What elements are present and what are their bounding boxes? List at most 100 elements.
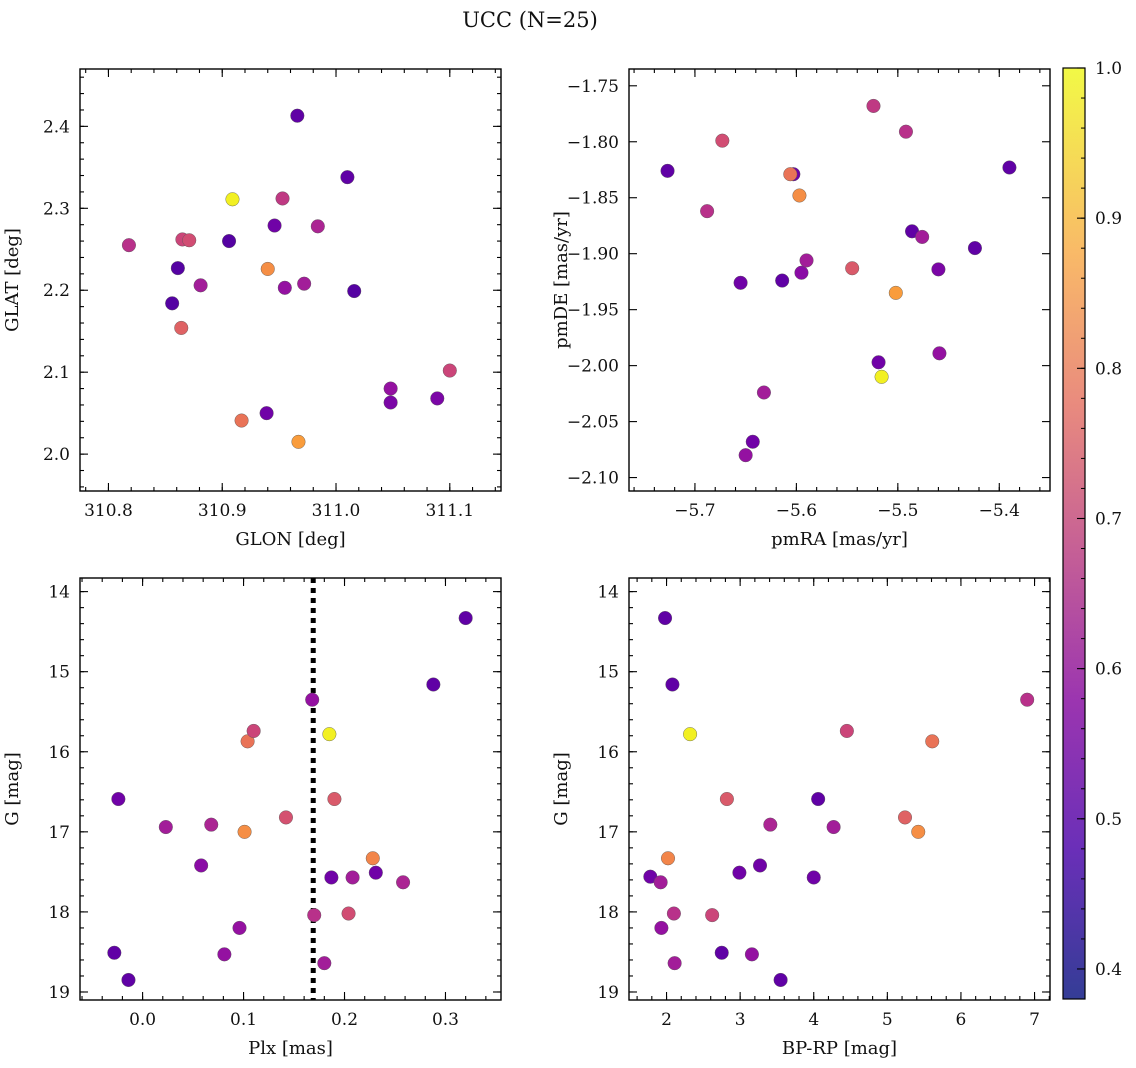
scatter-point [365,851,380,866]
panel-p2: −5.7 −5.6 −5.5 −5.4 −1.75 −1.80 −1.85 −1.90 −1.9… [551,68,1051,550]
y-tick-label: −1.95 [567,301,619,321]
colorbar-tick-label: 0.8 [1095,359,1122,379]
scatter-point [756,385,771,400]
plot-frame [79,68,502,492]
scatter-point [660,163,675,178]
y-tick-label: 15 [48,663,70,683]
scatter-point [898,810,913,825]
panel-p4: 2 3 4 5 6 7 14 15 16 17 18 19 BP-RP [mag] G [mag] [551,577,1051,1059]
x-tick-label: 2 [661,1010,672,1030]
x-tick-label: 5 [882,1010,893,1030]
y-tick-label: 17 [597,823,619,843]
x-tick-label: 310.8 [84,501,133,521]
scatter-point [654,920,669,935]
scatter-point [234,413,249,428]
scatter-point [217,947,232,962]
scatter-point [170,261,185,276]
scatter-point [888,285,903,300]
scatter-point [700,204,715,219]
scatter-point [194,858,209,873]
y-axis-label: G [mag] [551,752,572,825]
scatter-point [458,611,473,626]
scatter-point [426,677,441,692]
x-axis-label: GLON [deg] [235,529,345,550]
scatter-point [667,956,682,971]
scatter-point [799,253,814,268]
x-tick-label: 311.1 [425,501,474,521]
y-tick-label: −2.00 [567,357,619,377]
scatter-point [111,792,126,807]
colorbar-tick-label: 0.9 [1095,209,1122,229]
y-tick-label: −1.90 [567,245,619,265]
scatter-point [705,908,720,923]
scatter-point [826,820,841,835]
x-axis-label: pmRA [mas/yr] [771,529,908,550]
x-axis-label: Plx [mas] [248,1038,333,1059]
scatter-point [383,395,398,410]
scatter-point [193,278,208,293]
scatter-point [719,792,734,807]
scatter-point [240,734,255,749]
y-axis-label: G [mag] [2,752,23,825]
scatter-point [874,369,889,384]
scatter-point [915,229,930,244]
scatter-point [259,406,274,421]
x-tick-label: 0.2 [331,1010,358,1030]
scatter-point [278,810,293,825]
scatter-point [347,284,362,299]
y-tick-label: −2.05 [567,413,619,433]
x-tick-label: 4 [808,1010,819,1030]
y-tick-label: −2.10 [567,469,619,489]
scatter-point [1002,160,1017,175]
scatter-point [715,133,730,148]
colorbar-tick-label: 1.0 [1095,59,1122,79]
scatter-point [368,865,383,880]
scatter-point [275,191,290,206]
scatter-point [866,98,881,113]
scatter-point [291,434,306,449]
scatter-point [661,851,676,866]
scatter-point [107,945,122,960]
scatter-point [297,276,312,291]
scatter-point [396,875,411,890]
scatter-point [773,972,788,987]
x-tick-label: −5.4 [979,501,1020,521]
y-tick-label: 16 [597,743,619,763]
plot-frame [628,577,1051,1001]
scatter-point [806,870,821,885]
scatter-point [442,363,457,378]
scatter-point [653,875,668,890]
scatter-point [794,265,809,280]
scatter-point [345,870,360,885]
scatter-point [753,858,768,873]
scatter-point [290,108,305,123]
scatter-point [307,908,322,923]
scatter-point [783,167,798,182]
scatter-point [845,261,860,276]
scatter-point [225,192,240,207]
scatter-point [925,734,940,749]
scatter-point [383,381,398,396]
scatter-point [324,870,339,885]
x-tick-label: 310.9 [198,501,247,521]
y-tick-label: 2.3 [43,199,70,219]
y-tick-label: 2.0 [43,445,70,465]
scatter-point [232,920,247,935]
scatter-point [871,355,886,370]
scatter-point [792,188,807,203]
scatter-point [733,275,748,290]
y-tick-label: 18 [48,903,70,923]
scatter-point [182,233,197,248]
scatter-point [121,238,136,253]
y-tick-label: −1.75 [567,77,619,97]
y-tick-label: 19 [597,983,619,1003]
scatter-point [738,448,753,463]
scatter-point [714,945,729,960]
scatter-point [931,262,946,277]
scatter-point [683,727,698,742]
scatter-point [260,261,275,276]
colorbar-gradient [1062,67,1086,1000]
colorbar-tick-label: 0.5 [1095,810,1122,830]
colorbar: 0.4 0.5 0.6 0.7 0.8 0.9 1.0 [1062,59,1122,1000]
plot-frame [628,68,1051,492]
